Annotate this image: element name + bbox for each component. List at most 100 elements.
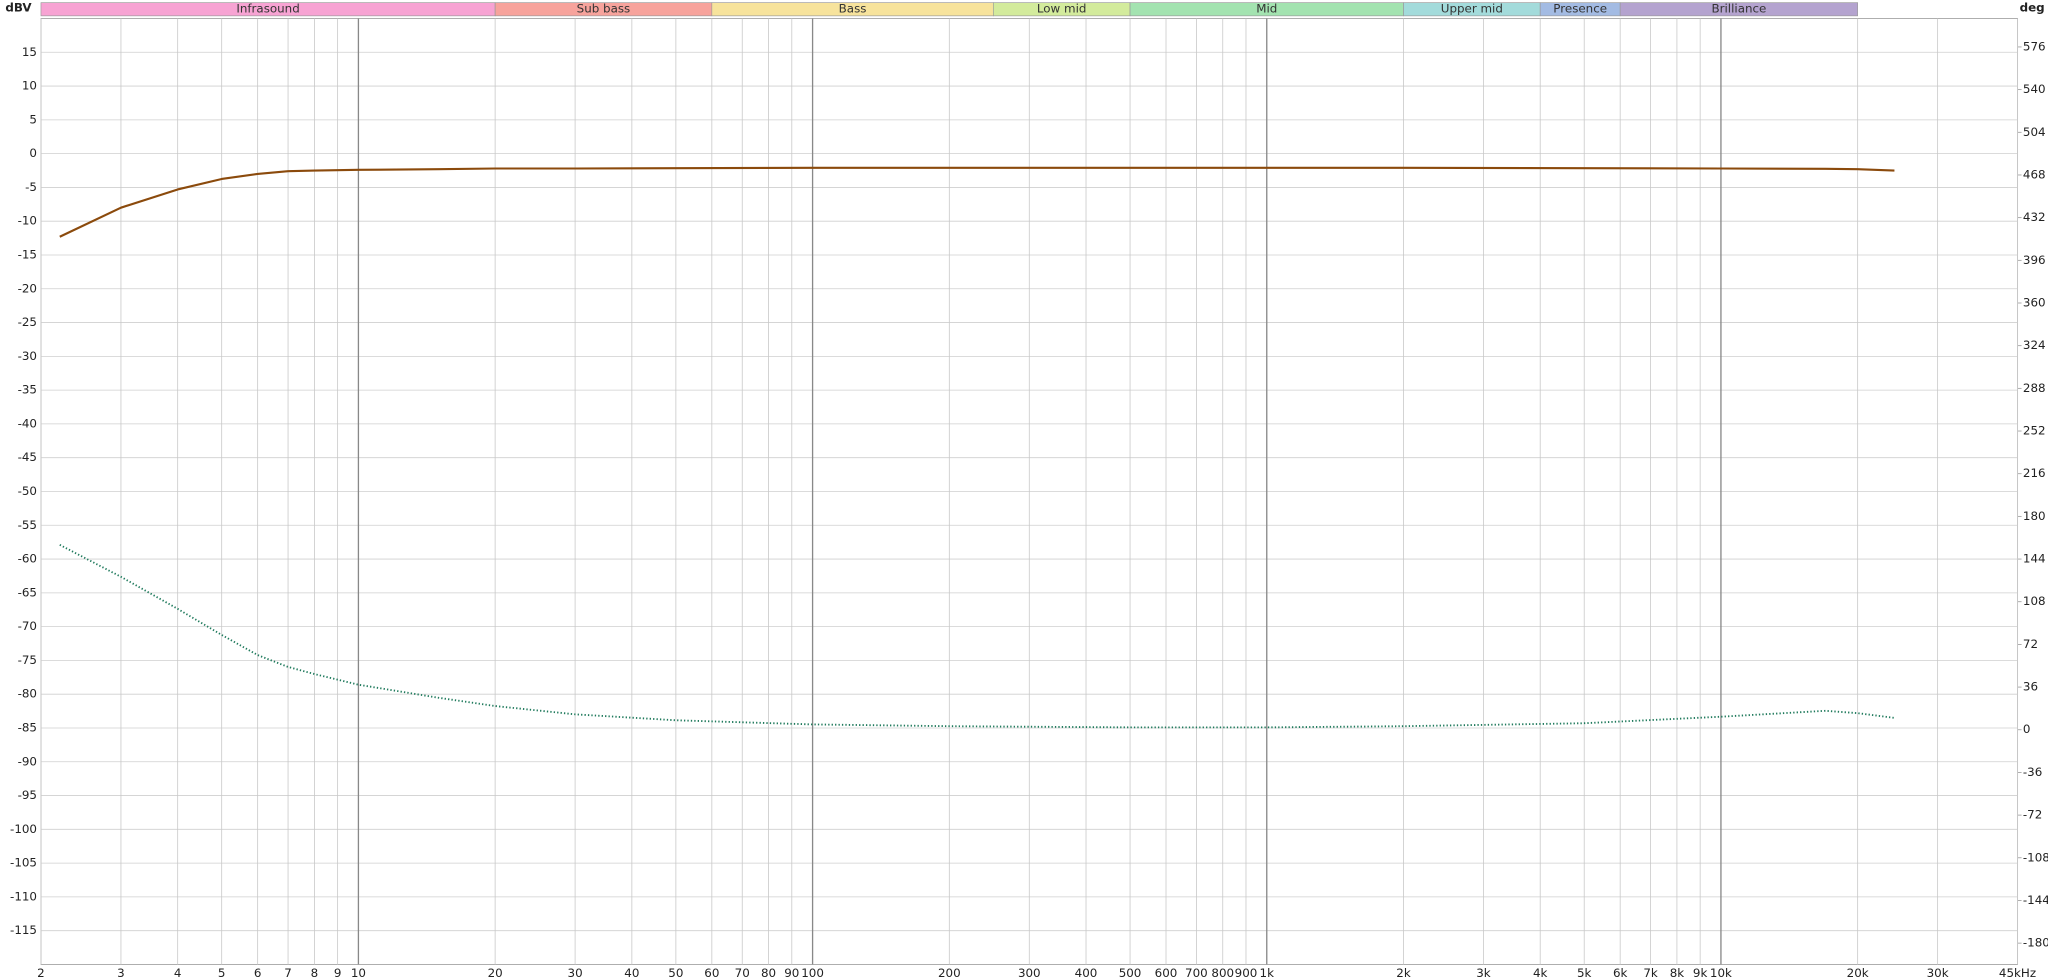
x-tick-label: 5 <box>218 966 226 979</box>
x-tick-label: 700 <box>1185 966 1208 979</box>
x-tick-label: 3 <box>117 966 125 979</box>
y2-tick-label: 576 <box>2023 39 2046 53</box>
x-tick-label: 70 <box>735 966 750 979</box>
y-tick-label: -60 <box>18 552 37 566</box>
frequency-band <box>1619 2 1858 17</box>
x-tick-label: 900 <box>1235 966 1258 979</box>
y-tick-label: -50 <box>18 484 37 498</box>
y2-tick-label: 468 <box>2023 167 2046 181</box>
x-tick-label: 6 <box>254 966 262 979</box>
y2-tick-label: 288 <box>2023 381 2046 395</box>
x-tick-label: 4 <box>174 966 182 979</box>
band-label: Mid <box>1256 2 1277 16</box>
band-label: Infrasound <box>236 2 299 16</box>
y2-axis-label: deg <box>2020 0 2045 14</box>
y2-tick-label: 324 <box>2023 338 2046 352</box>
y-axis-label: dBV <box>5 0 32 14</box>
y2-tick-label: -36 <box>2023 765 2042 779</box>
x-tick-label: 30 <box>568 966 583 979</box>
y2-tick-label: 360 <box>2023 295 2046 309</box>
series-line <box>59 544 1895 729</box>
y-tick-label: -35 <box>18 383 37 397</box>
x-tick-label: 10k <box>1710 966 1732 979</box>
x-tick-label: 80 <box>761 966 776 979</box>
y-tick-label: -30 <box>18 349 37 363</box>
y2-tick-label: -108 <box>2023 850 2048 864</box>
y-tick-label: -45 <box>18 450 37 464</box>
x-tick-label: 30k <box>1927 966 1949 979</box>
y2-tick-label: 216 <box>2023 466 2046 480</box>
x-tick-label: 3k <box>1476 966 1491 979</box>
y-tick-label: -20 <box>18 281 37 295</box>
y2-tick-label: 144 <box>2023 552 2046 566</box>
y2-tick-label: 72 <box>2023 637 2038 651</box>
band-label: Brilliance <box>1711 2 1766 16</box>
y-tick-label: -65 <box>18 585 37 599</box>
band-label: Presence <box>1553 2 1607 16</box>
x-tick-label: 2 <box>37 966 45 979</box>
y2-tick-label: 432 <box>2023 210 2046 224</box>
y2-tick-label: 0 <box>2023 722 2031 736</box>
y-tick-label: 5 <box>29 112 37 126</box>
y-tick-label: -95 <box>18 788 37 802</box>
y-tick-label: -90 <box>18 754 37 768</box>
x-tick-label: 500 <box>1119 966 1142 979</box>
y2-tick-label: 540 <box>2023 82 2046 96</box>
y2-tick-label: 108 <box>2023 594 2046 608</box>
y2-tick-label: 252 <box>2023 424 2046 438</box>
x-tick-label: 20k <box>1847 966 1869 979</box>
band-label: Sub bass <box>577 2 631 16</box>
y-tick-label: -70 <box>18 619 37 633</box>
x-tick-label: 6k <box>1613 966 1628 979</box>
y2-tick-label: 36 <box>2023 680 2038 694</box>
y-tick-label: -85 <box>18 720 37 734</box>
x-tick-label: 40 <box>624 966 639 979</box>
x-tick-label: 9k <box>1693 966 1708 979</box>
band-label: Upper mid <box>1441 2 1503 16</box>
y-tick-label: -100 <box>10 822 37 836</box>
x-tick-label: 8k <box>1670 966 1685 979</box>
x-tick-label: 45kHz <box>1999 966 2036 979</box>
x-tick-label: 100 <box>801 966 824 979</box>
y-tick-label: -105 <box>10 856 37 870</box>
x-tick-label: 60 <box>704 966 719 979</box>
band-label: Low mid <box>1037 2 1087 16</box>
y-tick-label: -25 <box>18 315 37 329</box>
x-tick-label: 1k <box>1260 966 1275 979</box>
y2-tick-label: -180 <box>2023 936 2048 950</box>
x-tick-label: 7k <box>1643 966 1658 979</box>
x-tick-label: 400 <box>1075 966 1098 979</box>
x-tick-label: 4k <box>1533 966 1548 979</box>
x-tick-label: 20 <box>488 966 503 979</box>
y2-tick-label: 504 <box>2023 125 2046 139</box>
y-tick-label: -40 <box>18 416 37 430</box>
x-tick-label: 90 <box>784 966 799 979</box>
y2-tick-label: 180 <box>2023 509 2046 523</box>
y-tick-label: -75 <box>18 653 37 667</box>
x-tick-label: 50 <box>668 966 683 979</box>
x-tick-label: 8 <box>311 966 319 979</box>
y-tick-label: -115 <box>10 923 37 937</box>
y-tick-label: -5 <box>25 180 37 194</box>
x-tick-label: 9 <box>334 966 342 979</box>
y-tick-label: 15 <box>22 45 37 59</box>
y-tick-label: 0 <box>29 146 37 160</box>
y2-tick-label: -144 <box>2023 893 2048 907</box>
y2-tick-label: 396 <box>2023 253 2046 267</box>
x-tick-label: 10 <box>351 966 366 979</box>
y-tick-label: -10 <box>18 214 37 228</box>
y-tick-label: -15 <box>18 247 37 261</box>
series-line <box>59 166 1895 238</box>
x-tick-label: 200 <box>938 966 961 979</box>
y-tick-label: -80 <box>18 687 37 701</box>
x-tick-label: 2k <box>1396 966 1411 979</box>
y-tick-label: 10 <box>22 79 37 93</box>
x-tick-label: 300 <box>1018 966 1041 979</box>
y-tick-label: -110 <box>10 889 37 903</box>
band-label: Bass <box>839 2 867 16</box>
x-tick-label: 5k <box>1577 966 1592 979</box>
y2-tick-label: -72 <box>2023 808 2042 822</box>
x-tick-label: 600 <box>1155 966 1178 979</box>
x-tick-label: 800 <box>1211 966 1234 979</box>
